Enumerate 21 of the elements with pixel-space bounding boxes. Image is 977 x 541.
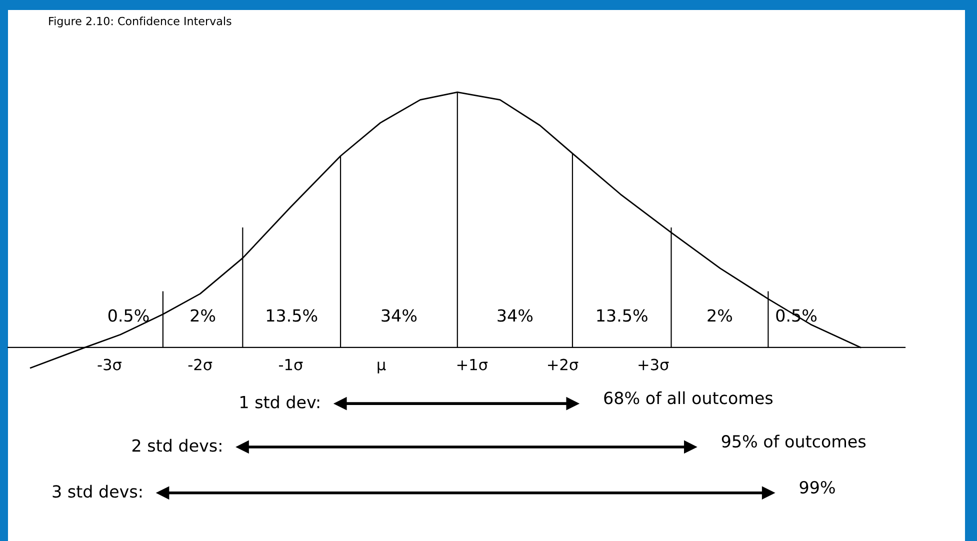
annotation: 68% of all outcomes xyxy=(604,391,773,404)
x-tick-label: μ xyxy=(378,362,386,374)
x-tick-label: -3σ xyxy=(98,358,122,370)
x-tick-label: +2σ xyxy=(548,358,578,370)
x-tick-label: -2σ xyxy=(188,358,212,370)
annotation: 0.5% xyxy=(108,309,149,322)
x-tick-label: +3σ xyxy=(638,358,669,370)
annotation: 95% of outcomes xyxy=(722,434,866,448)
x-tick-label: -1σ xyxy=(278,359,303,370)
x-tick-label: +1σ xyxy=(457,359,488,370)
annotation: 34% xyxy=(498,309,533,322)
annotation: 99% xyxy=(800,480,835,494)
annotation: 13.5% xyxy=(597,309,648,322)
series-label: 1 std dev: xyxy=(240,396,320,408)
series-label: 2 std devs: xyxy=(132,438,222,452)
annotation: 2% xyxy=(190,309,216,322)
annotation: 34% xyxy=(382,309,417,322)
series-label: 3 std devs: xyxy=(52,484,142,498)
annotation: 2% xyxy=(708,309,732,322)
chart-title: Figure 2.10: Confidence Intervals xyxy=(49,16,232,28)
annotation: 13.5% xyxy=(266,309,318,322)
